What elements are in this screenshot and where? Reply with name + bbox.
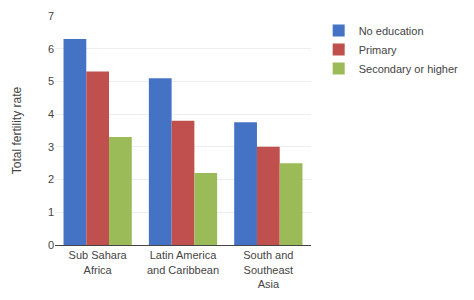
svg-text:1: 1 <box>48 206 54 218</box>
svg-text:0: 0 <box>48 239 54 251</box>
svg-text:Total fertility rate: Total fertility rate <box>10 86 24 174</box>
svg-text:Sub SaharaAfrica: Sub SaharaAfrica <box>69 249 128 275</box>
svg-text:Primary: Primary <box>359 44 397 56</box>
svg-text:3: 3 <box>48 141 54 153</box>
svg-text:6: 6 <box>48 43 54 55</box>
svg-text:4: 4 <box>48 108 54 120</box>
svg-text:5: 5 <box>48 75 54 87</box>
svg-text:No education: No education <box>359 25 424 37</box>
svg-text:Latin Americaand Caribbean: Latin Americaand Caribbean <box>147 249 219 275</box>
svg-text:Secondary or higher: Secondary or higher <box>359 63 458 75</box>
svg-text:2: 2 <box>48 173 54 185</box>
svg-text:South andSoutheastAsia: South andSoutheastAsia <box>243 249 293 290</box>
svg-text:7: 7 <box>48 10 54 22</box>
